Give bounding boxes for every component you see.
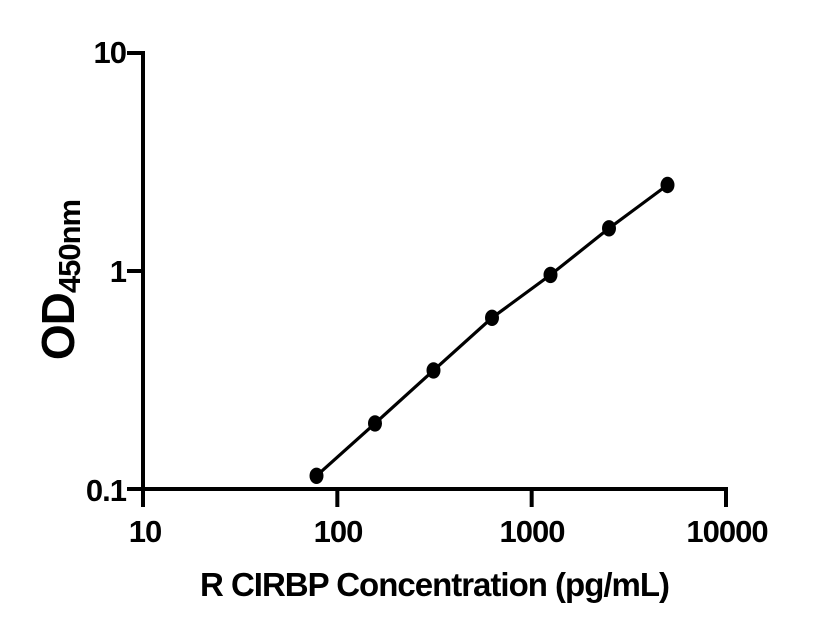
data-point: [660, 176, 675, 194]
x-axis-title: R CIRBP Concentration (pg/mL): [199, 566, 670, 603]
y-tick-label-1: 1: [109, 254, 127, 289]
data-point: [426, 362, 441, 379]
x-tick-label-100: 100: [313, 514, 364, 549]
data-point: [368, 415, 382, 432]
y-tick-label-10: 10: [93, 35, 127, 70]
y-tick-label-0-1: 0.1: [85, 473, 127, 508]
y-axis-title-main: OD: [32, 293, 84, 361]
data-point: [309, 467, 324, 484]
y-axis-title-subscript: 450nm: [52, 199, 87, 294]
x-tick-label-1000: 1000: [499, 514, 566, 549]
data-point: [602, 220, 616, 237]
y-axis-title: OD450nm: [32, 199, 95, 361]
data-point: [485, 309, 499, 326]
x-tick-label-10: 10: [128, 514, 162, 549]
x-tick-label-10000: 10000: [686, 514, 768, 549]
data-point: [543, 266, 558, 284]
